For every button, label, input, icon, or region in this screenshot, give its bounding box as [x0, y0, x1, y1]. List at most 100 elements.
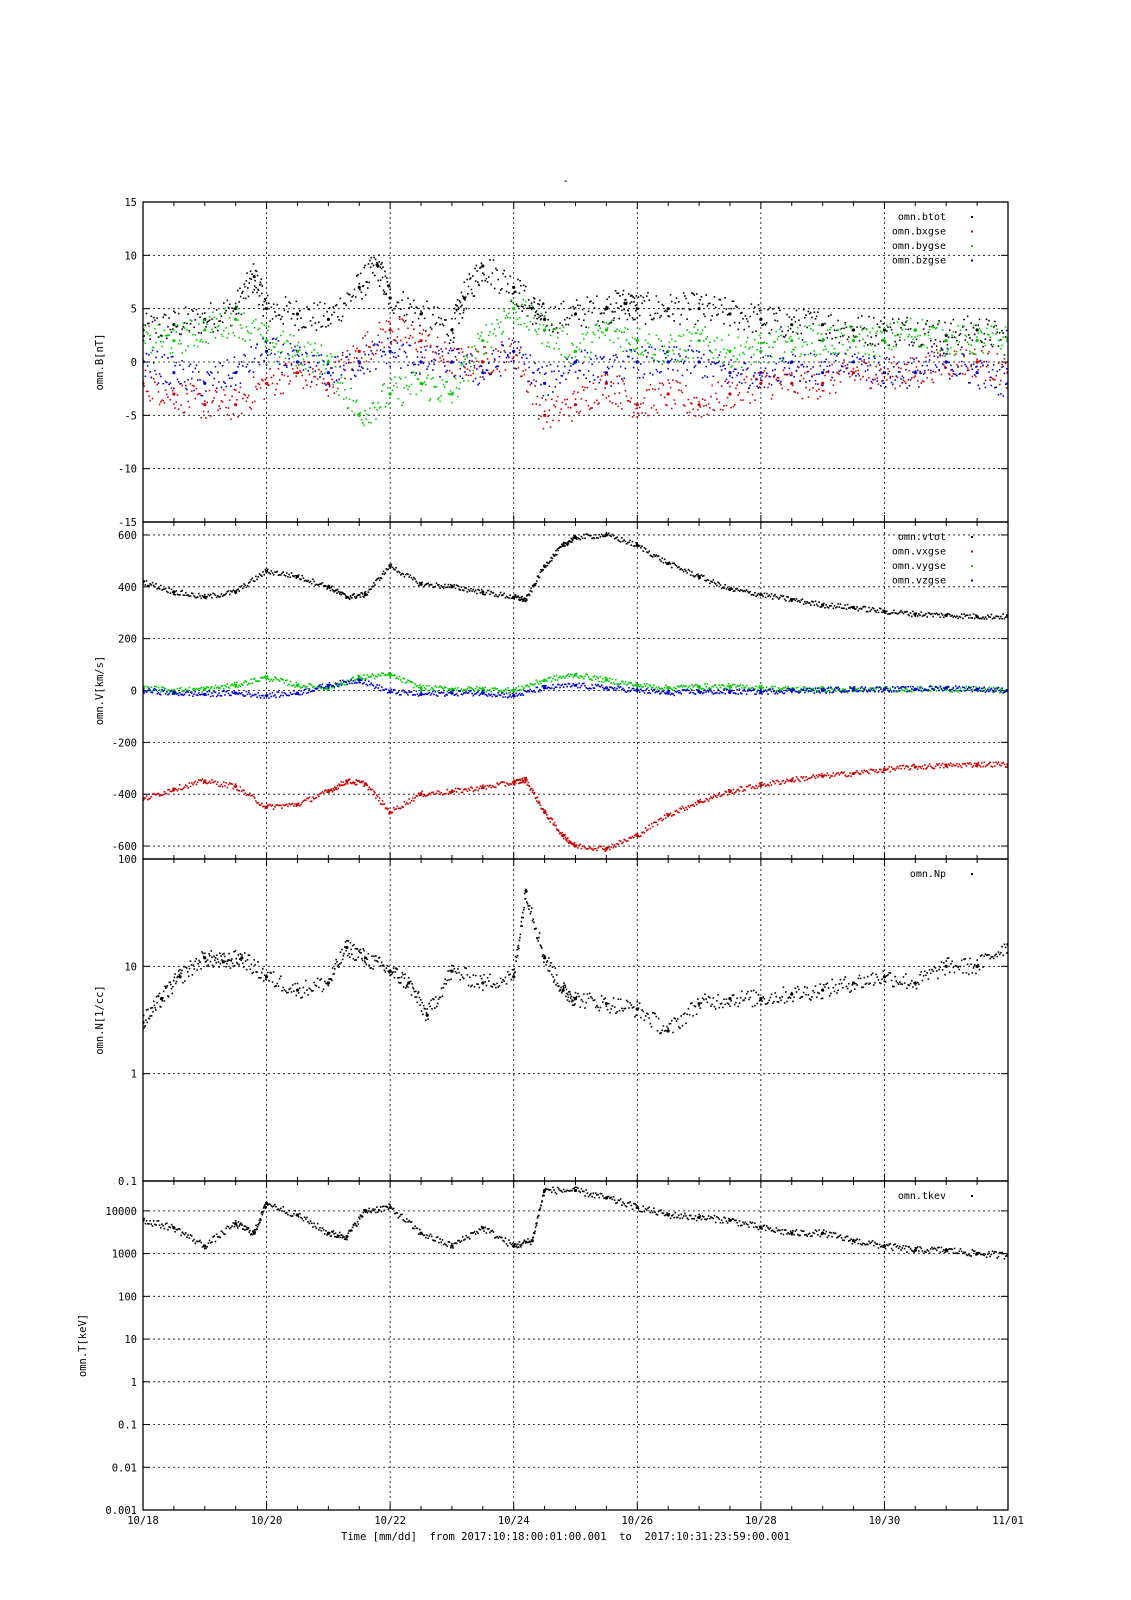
data-dot [889, 770, 892, 773]
data-dot [817, 311, 819, 313]
data-dot [697, 329, 699, 331]
data-dot [932, 324, 934, 327]
data-dot [447, 583, 450, 586]
data-dot [421, 790, 424, 793]
data-dot [722, 362, 724, 364]
data-dot [840, 365, 843, 367]
data-dot [424, 383, 427, 386]
data-dot [762, 595, 765, 598]
data-dot [165, 792, 168, 795]
data-dot [651, 388, 654, 390]
data-dot [901, 329, 904, 331]
data-dot [262, 315, 265, 317]
data-dot [660, 560, 662, 563]
data-dot [689, 372, 692, 375]
data-dot [329, 374, 332, 377]
data-dot [195, 308, 198, 311]
data-dot [361, 297, 363, 300]
data-dot [983, 618, 986, 620]
data-dot [348, 598, 351, 601]
data-dot [989, 616, 991, 618]
data-dot [669, 360, 672, 362]
data-dot [615, 846, 617, 848]
data-dot [755, 785, 757, 787]
data-dot [333, 786, 336, 788]
data-dot [523, 781, 526, 784]
data-dot [525, 357, 528, 360]
data-dot [839, 772, 842, 774]
data-dot [859, 378, 862, 381]
data-dot [680, 567, 683, 570]
data-dot [705, 798, 708, 800]
data-dot [503, 310, 506, 312]
data-dot [278, 314, 281, 316]
data-dot [636, 304, 638, 306]
data-dot [680, 360, 683, 363]
data-dot [845, 353, 848, 356]
data-dot [230, 312, 232, 315]
data-dot [777, 335, 780, 338]
data-dot [227, 306, 230, 309]
data-dot [992, 343, 995, 346]
data-dot [342, 781, 345, 783]
data-dot [594, 354, 597, 357]
data-dot [506, 596, 509, 599]
data-dot [976, 336, 978, 338]
data-dot [445, 381, 447, 383]
data-dot [635, 360, 637, 363]
data-dot [528, 594, 531, 597]
data-dot [607, 367, 610, 370]
data-dot [271, 338, 274, 340]
data-dot [436, 336, 439, 339]
data-dot [366, 368, 369, 370]
data-dot [566, 316, 568, 319]
data-dot [691, 332, 693, 335]
data-dot [675, 564, 678, 567]
data-dot [640, 403, 642, 405]
data-dot [190, 782, 193, 784]
data-dot [169, 399, 172, 401]
data-dot [264, 378, 267, 381]
data-point [604, 847, 608, 851]
data-dot [321, 581, 324, 584]
data-dot [585, 533, 587, 535]
data-dot [882, 379, 885, 382]
data-dot [604, 535, 607, 538]
data-dot [744, 381, 747, 384]
data-dot [408, 576, 410, 578]
data-dot [182, 787, 185, 790]
data-dot [366, 331, 369, 333]
data-dot [915, 765, 918, 768]
data-dot [922, 373, 925, 375]
data-dot [685, 350, 687, 352]
data-dot [587, 310, 590, 313]
data-dot [804, 779, 806, 782]
data-dot [887, 344, 889, 346]
data-dot [152, 316, 155, 319]
data-dot [786, 373, 788, 376]
data-dot [376, 408, 378, 411]
data-dot [454, 787, 457, 790]
data-dot [430, 378, 433, 380]
data-dot [322, 792, 325, 794]
data-dot [396, 301, 399, 304]
data-dot [872, 607, 875, 610]
data-dot [184, 306, 187, 309]
data-dot [962, 372, 964, 375]
data-dot [665, 561, 667, 564]
data-dot [651, 357, 654, 359]
data-dot [239, 287, 241, 290]
data-dot [580, 349, 583, 352]
data-dot [660, 394, 662, 396]
data-dot [897, 371, 900, 373]
data-dot [966, 614, 969, 616]
data-dot [255, 575, 257, 578]
data-dot [622, 289, 625, 292]
data-dot [770, 328, 773, 331]
data-dot [313, 349, 315, 351]
data-dot [765, 342, 768, 345]
data-dot [874, 344, 876, 347]
data-dot [866, 610, 869, 613]
data-dot [777, 598, 780, 600]
data-dot [370, 349, 372, 352]
